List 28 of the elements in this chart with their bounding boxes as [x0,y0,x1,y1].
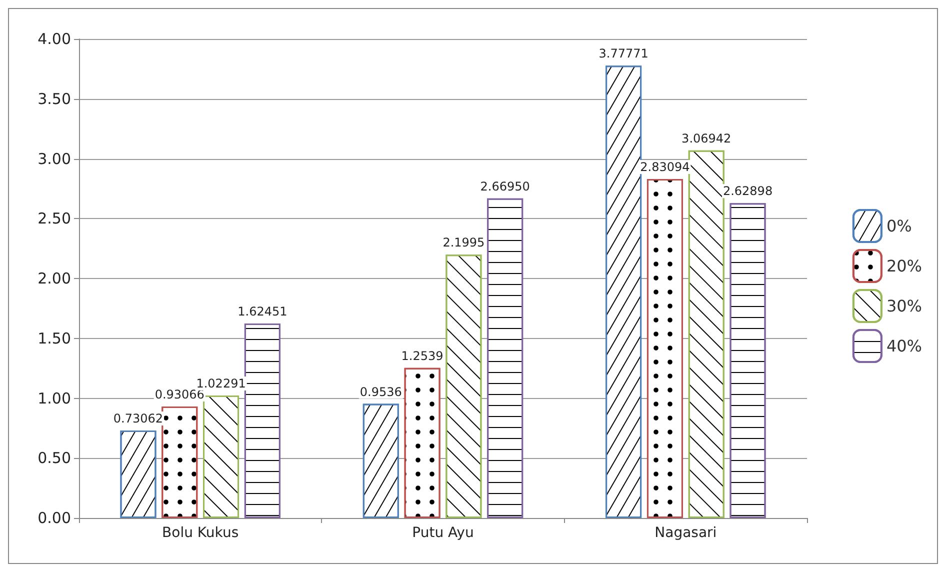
y-tick-label: 3.50 [38,90,71,108]
data-label: 2.83094 [640,160,690,174]
y-tick-label: 0.00 [38,509,71,527]
y-tick-label: 1.50 [38,329,71,348]
y-tick-label: 2.50 [38,210,71,228]
data-label: 3.77771 [598,46,648,61]
data-label: 0.9536 [360,384,402,399]
x-tick-label: Putu Ayu [412,525,474,541]
legend-label: 20% [886,256,922,276]
data-label: 1.62451 [238,304,288,318]
y-tick-label: 0.50 [38,449,71,468]
x-tick-label: Nagasari [654,525,717,541]
y-tick-label: 2.00 [38,270,71,288]
y-tick-label: 4.00 [38,30,71,48]
data-label: 2.1995 [442,236,485,250]
data-label: 2.66950 [480,179,530,194]
data-label: 3.06942 [682,131,732,146]
data-label: 0.93066 [154,388,204,402]
y-tick-label: 1.00 [38,389,71,408]
data-label: 2.62898 [722,184,773,198]
data-label: 1.02291 [196,376,246,391]
data-label: 0.73062 [113,412,164,426]
legend-label: 0% [886,216,912,236]
data-label: 1.2539 [401,348,444,363]
legend-label: 40% [886,336,922,356]
x-tick-label: Bolu Kukus [162,525,239,541]
legend-label: 30% [886,296,922,316]
y-tick-label: 3.00 [38,150,71,168]
